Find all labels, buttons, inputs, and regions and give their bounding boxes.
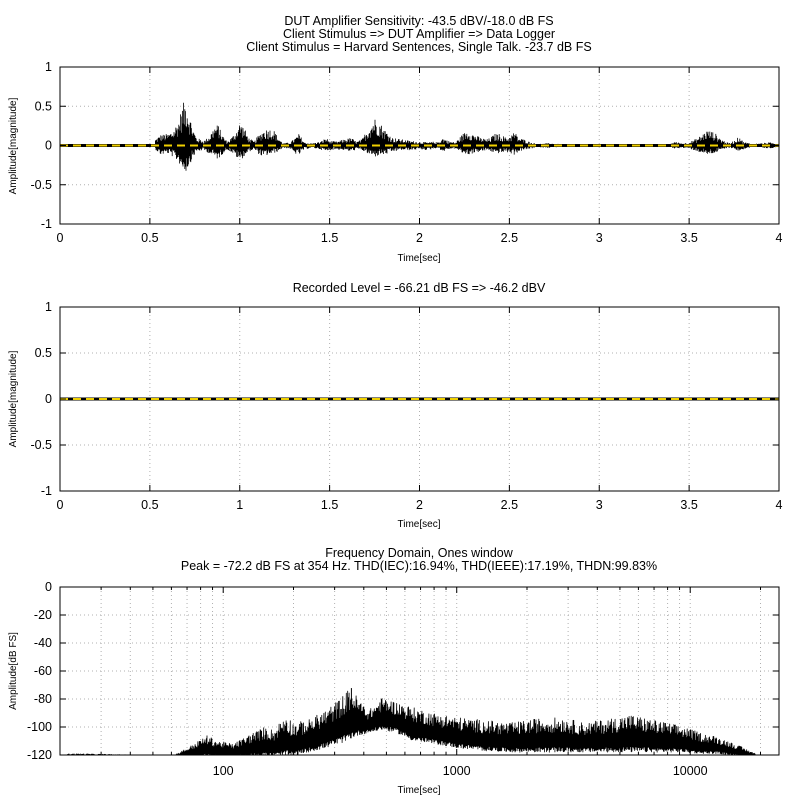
panel-stimulus-xtick-label: 1 [236,231,243,245]
panel-recorded-xlabel: Time[sec] [398,519,441,530]
panel-spectrum-ytick-label: -100 [27,720,52,734]
panel-recorded-plot [60,397,779,401]
panel-stimulus-title-line-2: Client Stimulus => DUT Amplifier => Data… [283,27,555,41]
panel-stimulus-ytick-label: 0.5 [35,99,52,113]
panel-spectrum-plot [60,688,756,756]
panel-spectrum-xtick-label: 10000 [673,764,708,778]
panel-spectrum-xtick-label: 1000 [443,764,471,778]
panel-recorded-xtick-label: 4 [776,498,783,512]
panel-spectrum-xlabel: Time[sec] [398,785,441,796]
panel-spectrum: Frequency Domain, Ones window Peak = -72… [8,546,780,796]
panel-stimulus-ylabel: Amplitude[magnitude] [8,97,19,194]
panel-recorded-xtick-label: 0 [57,498,64,512]
panel-stimulus-ytick-label: 0 [45,139,52,153]
panel-stimulus-xtick-label: 1.5 [321,231,338,245]
panel-recorded-title: Recorded Level = -66.21 dB FS => -46.2 d… [293,281,546,295]
panel-recorded-ytick-label: 0 [45,392,52,406]
panel-recorded-xtick-label: 0.5 [141,498,158,512]
panel-stimulus-xtick-label: 4 [776,231,783,245]
panel-stimulus-xtick-label: 2.5 [501,231,518,245]
panel-recorded-xtick-label: 3 [596,498,603,512]
panel-recorded-xtick-label: 3.5 [680,498,697,512]
panel-stimulus: DUT Amplifier Sensitivity: -43.5 dBV/-18… [8,14,783,264]
panel-stimulus-ticks: 0 0.5 1 1.5 2 2.5 3 3.5 4 1 0.5 0 -0.5 -1 [30,60,782,245]
panel-stimulus-title-line-3: Client Stimulus = Harvard Sentences, Sin… [246,40,591,54]
panel-recorded-xtick-label: 2.5 [501,498,518,512]
panel-spectrum-ylabel: Amplitude[dB FS] [8,632,19,710]
panel-recorded-ytick-label: -1 [41,484,52,498]
panel-stimulus-xtick-label: 0.5 [141,231,158,245]
panel-spectrum-title-line-2: Peak = -72.2 dB FS at 354 Hz. THD(IEC):1… [181,559,657,573]
panel-spectrum-ytick-label: -40 [34,636,52,650]
panel-recorded-ticks: 0 0.5 1 1.5 2 2.5 3 3.5 4 1 0.5 0 -0.5 -1 [30,300,782,512]
panel-stimulus-ytick-label: -0.5 [30,178,52,192]
panel-spectrum-ytick-label: -80 [34,692,52,706]
panel-recorded: Recorded Level = -66.21 dB FS => -46.2 d… [8,281,783,530]
panel-stimulus-ytick-label: -1 [41,217,52,231]
panel-spectrum-spectrum-trace [60,690,756,756]
panel-stimulus-xtick-label: 3.5 [680,231,697,245]
panel-spectrum-ytick-label: -60 [34,664,52,678]
panel-recorded-xtick-label: 1.5 [321,498,338,512]
panel-recorded-ytick-label: 1 [45,300,52,314]
panel-spectrum-ytick-label: -20 [34,608,52,622]
panel-recorded-ytick-label: 0.5 [35,346,52,360]
panel-recorded-ytick-label: -0.5 [30,438,52,452]
panel-spectrum-ticks: 100 1000 10000 0 -20 -40 -60 -80 -100 -120 [27,580,779,778]
panel-spectrum-ytick-label: -120 [27,748,52,762]
panel-stimulus-xlabel: Time[sec] [398,253,441,264]
panel-stimulus-xtick-label: 3 [596,231,603,245]
panel-stimulus-xtick-label: 2 [416,231,423,245]
panel-stimulus-plot [60,102,779,171]
panel-stimulus-ytick-label: 1 [45,60,52,74]
panel-recorded-ylabel: Amplitude[magnitude] [8,350,19,447]
panel-stimulus-title-line-1: DUT Amplifier Sensitivity: -43.5 dBV/-18… [284,14,553,28]
panel-spectrum-ytick-label: 0 [45,580,52,594]
panel-spectrum-title-line-1: Frequency Domain, Ones window [325,546,514,560]
panel-recorded-xtick-label: 2 [416,498,423,512]
panel-spectrum-xtick-label: 100 [213,764,234,778]
panel-recorded-xtick-label: 1 [236,498,243,512]
panel-stimulus-xtick-label: 0 [57,231,64,245]
